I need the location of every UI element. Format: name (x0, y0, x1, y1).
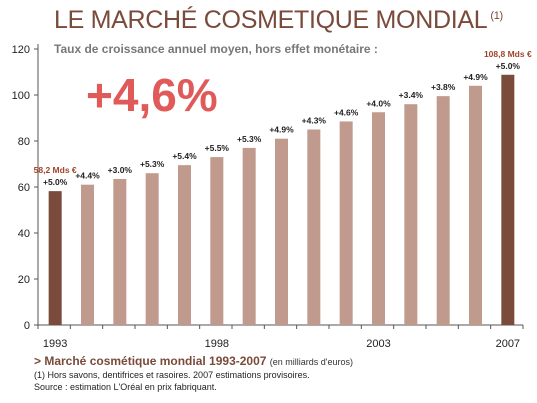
growth-label-2004: +3.4% (399, 90, 424, 100)
growth-headline: +4,6% (86, 69, 218, 121)
growth-label-2003: +4.0% (366, 98, 391, 108)
growth-label-2000: +4.9% (269, 125, 294, 135)
y-tick-label: 80 (18, 136, 30, 148)
bar-1994 (81, 184, 94, 325)
chart-subtitle: Taux de croissance annuel moyen, hors ef… (54, 42, 378, 56)
y-tick-label: 100 (12, 90, 30, 102)
growth-label-1995: +3.0% (108, 165, 133, 175)
chart-caption-unit: (en milliards d'euros) (269, 357, 354, 367)
value-label-2007: 108,8 Mds € (484, 49, 532, 59)
growth-label-1998: +5.5% (205, 143, 230, 153)
y-tick-label: 120 (12, 44, 30, 56)
bar-1999 (242, 147, 256, 325)
chart-note: (1) Hors savons, dentifrices et rasoires… (34, 369, 310, 380)
bar-2005 (436, 96, 450, 326)
growth-label-2005: +3.8% (431, 82, 456, 92)
y-tick-label: 20 (18, 274, 30, 286)
chart-title-text: LE MARCHÉ COSMETIQUE MONDIAL (54, 6, 488, 34)
bar-2006 (469, 85, 482, 325)
growth-label-2002: +4.6% (334, 107, 359, 117)
growth-label-2006: +4.9% (463, 72, 488, 82)
growth-label-1999: +5.3% (237, 134, 262, 144)
value-label-1993: 58,2 Mds € (34, 165, 77, 175)
bar-1997 (178, 165, 191, 325)
chart-title-note: (1) (490, 10, 503, 22)
growth-label-2001: +4.3% (302, 116, 327, 126)
bar-2007 (501, 74, 515, 325)
chart-title: LE MARCHÉ COSMETIQUE MONDIAL (1) (54, 6, 503, 35)
y-tick-label: 0 (24, 320, 30, 332)
chart-caption: > Marché cosmétique mondial 1993-2007 (e… (34, 355, 353, 369)
bar-1993 (48, 191, 62, 325)
growth-label-1994: +4.4% (75, 171, 100, 181)
bar-1995 (113, 178, 127, 325)
chart-caption-text: > Marché cosmétique mondial 1993-2007 (34, 354, 267, 368)
x-tick-label-2007: 2007 (496, 338, 520, 350)
growth-label-1996: +5.3% (140, 159, 165, 169)
y-tick-label: 60 (18, 182, 30, 194)
bar-2001 (307, 129, 321, 325)
bar-chart: 0 20 40 60 80 100 120 +5.0% +4.4% +3.0% +5.3% +5.4%… (12, 44, 532, 350)
x-tick-label-1998: 1998 (205, 338, 229, 350)
growth-label-1993: +5.0% (43, 177, 68, 187)
bar-2000 (275, 138, 288, 325)
bar-2002 (339, 121, 353, 325)
growth-label-1997: +5.4% (172, 151, 197, 161)
y-tick-label: 40 (18, 228, 30, 240)
x-tick-label-2003: 2003 (366, 338, 390, 350)
bar-2004 (404, 104, 418, 325)
chart-footer: > Marché cosmétique mondial 1993-2007 (e… (34, 355, 353, 394)
bar-2003 (372, 112, 385, 325)
bar-1996 (145, 173, 159, 325)
chart-source: Source : estimation L'Oréal en prix fabr… (34, 382, 217, 392)
growth-label-2007: +5.0% (496, 61, 521, 71)
bar-1998 (210, 157, 224, 325)
x-tick-label-1993: 1993 (43, 338, 67, 350)
